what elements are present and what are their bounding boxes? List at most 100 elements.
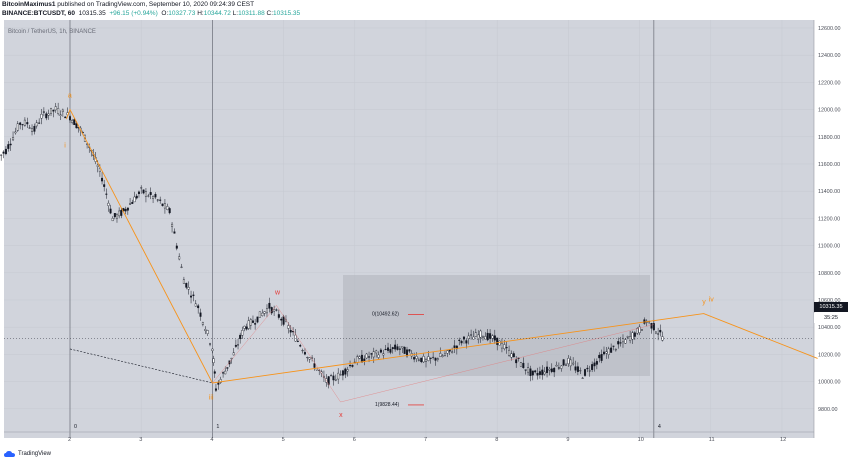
candle-body	[96, 164, 99, 167]
candle-body	[603, 351, 606, 355]
candle-body	[591, 364, 594, 370]
candle-body	[614, 348, 617, 351]
candle-body	[308, 357, 311, 360]
candle-body	[626, 336, 629, 338]
candle-body	[294, 334, 297, 342]
l-value: 10311.88	[238, 10, 265, 17]
x-tick-label: 2	[68, 437, 71, 443]
candle-body	[624, 339, 627, 344]
candle-body	[657, 333, 660, 335]
fib-bottom-label: 1(9828.44)	[375, 402, 400, 408]
candle-body	[107, 202, 110, 206]
candle-body	[401, 346, 404, 349]
candle-body	[209, 343, 212, 345]
candle-body	[120, 210, 123, 216]
candle-body	[249, 319, 252, 326]
o-value: 10327.73	[168, 10, 196, 17]
candle-body	[301, 350, 304, 352]
candle-body	[57, 108, 60, 114]
countdown-badge: 35:25	[814, 313, 848, 323]
candle-body	[510, 353, 513, 358]
candle-body	[586, 367, 589, 370]
session-line-label: 4	[658, 424, 661, 430]
candle-body	[33, 126, 36, 132]
candle-body	[584, 369, 587, 376]
candle-body	[474, 332, 477, 337]
candle-body	[282, 316, 285, 325]
chart-title: Bitcoin / TetherUS, 1h, BINANCE	[8, 29, 96, 35]
candle-body	[133, 196, 136, 203]
candle-body	[553, 367, 556, 373]
h-value: 10344.72	[203, 10, 231, 17]
x-tick-label: 3	[139, 437, 142, 443]
candle-body	[332, 375, 335, 381]
candle-body	[109, 208, 112, 214]
candle-body	[166, 206, 169, 210]
candle-body	[28, 127, 31, 129]
tradingview-logo[interactable]: TradingView	[4, 450, 51, 458]
candle-body	[496, 337, 499, 345]
candle-body	[417, 359, 420, 361]
candle-body	[142, 189, 145, 194]
candle-body	[595, 361, 598, 365]
candle-body	[289, 329, 292, 333]
candle-body	[425, 359, 428, 362]
candle-body	[42, 111, 45, 113]
candle-body	[26, 122, 29, 125]
candle-body	[631, 332, 634, 340]
candle-body	[574, 366, 577, 371]
session-line-label: 1	[216, 424, 219, 430]
candle-body	[394, 344, 397, 350]
publish-text: published on TradingView.com, September …	[55, 1, 255, 8]
candle-body	[124, 208, 127, 212]
candle-body	[54, 106, 57, 111]
wave-label-a: a	[68, 92, 72, 99]
candle-body	[534, 370, 537, 373]
candle-body	[113, 213, 116, 218]
y-tick-label: 12600.00	[818, 26, 840, 32]
l-label: L:	[232, 10, 239, 17]
candle-body	[640, 329, 643, 331]
candle-body	[629, 336, 632, 341]
candle-body	[239, 334, 242, 339]
candle-body	[296, 340, 299, 342]
candle-body	[375, 350, 378, 354]
candle-body	[384, 348, 387, 350]
fib-top-label: 0(10492.62)	[372, 312, 399, 318]
candle-body	[370, 353, 373, 355]
candle-body	[491, 335, 494, 339]
candle-body	[258, 311, 261, 318]
candle-body	[217, 382, 220, 385]
y-tick-label: 11200.00	[818, 216, 840, 222]
symbol-name: BINANCE:BTCUSDT, 60	[2, 10, 75, 17]
candle-body	[593, 362, 596, 367]
wave-path[interactable]	[66, 108, 818, 384]
wxy-path[interactable]	[212, 305, 654, 403]
candle-body	[265, 308, 268, 314]
candle-body	[413, 357, 416, 360]
candle-body	[0, 154, 3, 156]
candle-body	[75, 123, 78, 129]
candle-body	[531, 370, 534, 376]
y-axis[interactable]: 12600.00 12400.00 12200.00 12000.00 11800.00…	[813, 20, 840, 438]
y-tick-label: 11600.00	[818, 162, 840, 168]
consolidation-box[interactable]	[343, 275, 650, 376]
current-price-badge: 10315.35	[814, 302, 848, 312]
candle-body	[144, 191, 147, 197]
candle-body	[175, 245, 178, 249]
candle-body	[479, 330, 482, 338]
candle-body	[154, 194, 157, 198]
x-axis[interactable]: 2 3 4 5 6 7 8 9 10 11 12	[4, 431, 814, 443]
candle-body	[341, 370, 344, 376]
candle-body	[194, 303, 197, 307]
candle-body	[16, 123, 19, 131]
candle-body	[512, 353, 515, 358]
candle-body	[403, 346, 406, 354]
candle-body	[652, 323, 655, 331]
y-tick-label: 10400.00	[818, 325, 840, 331]
candle-body	[12, 137, 15, 141]
candle-body	[243, 325, 246, 329]
